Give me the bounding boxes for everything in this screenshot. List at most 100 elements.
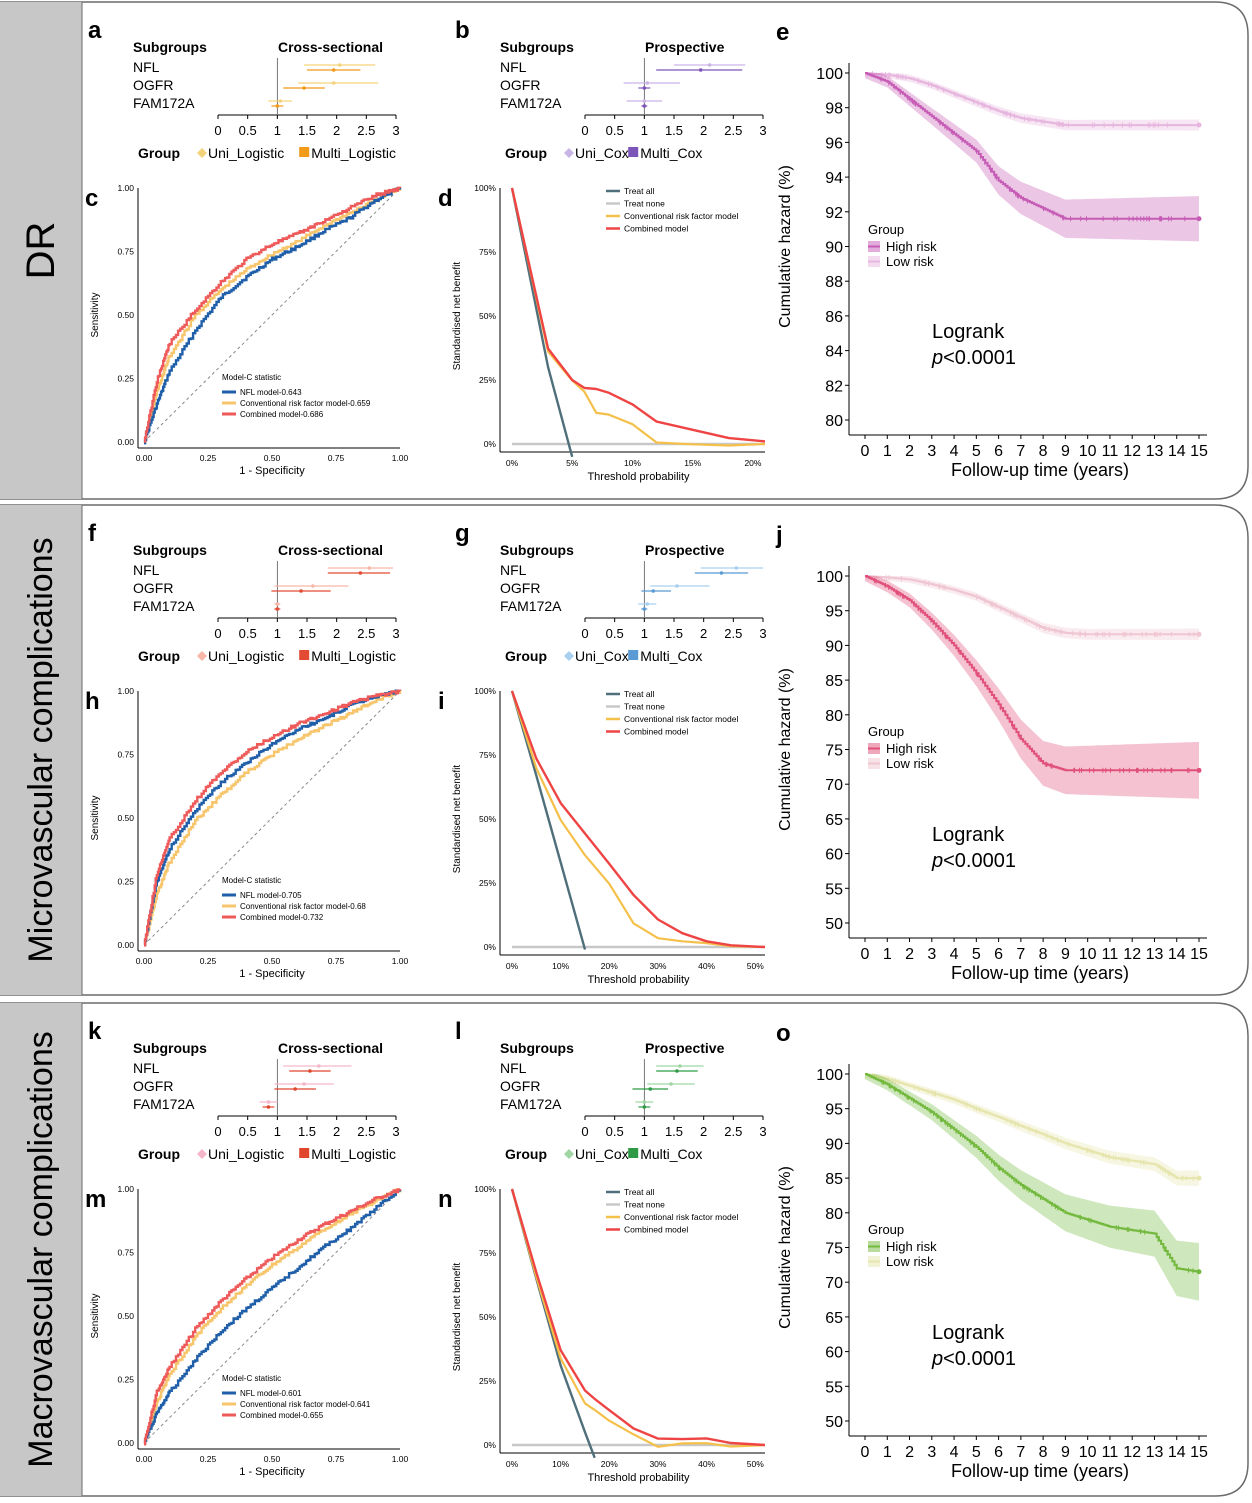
roc-curve bbox=[143, 186, 402, 443]
km-y-tick-label: 100 bbox=[816, 569, 843, 586]
forest-legend-uni-label: Uni_Cox bbox=[575, 1146, 629, 1162]
km-x-tick-label: 10 bbox=[1079, 946, 1097, 963]
forest-item-label: OGFR bbox=[133, 77, 173, 93]
roc-legend-label: Combined model-0.686 bbox=[240, 410, 324, 419]
roc-legend-label: Conventional risk factor model-0.659 bbox=[240, 399, 371, 408]
forest-x-tick-label: 2 bbox=[700, 123, 707, 138]
km-y-label: Cumulative hazard (%) bbox=[777, 668, 794, 831]
forest-x-tick-label: 1 bbox=[641, 1124, 648, 1139]
forest-x-tick-label: 0 bbox=[581, 626, 588, 641]
km-x-label: Follow-up time (years) bbox=[951, 963, 1129, 983]
roc-x-tick-label: 1.00 bbox=[392, 956, 409, 966]
km-y-tick-label: 50 bbox=[825, 916, 843, 933]
roc-x-tick-label: 0.75 bbox=[328, 956, 345, 966]
forest-plot: b Subgroups Prospective NFL OGFR FAM172A 0 0.5 1… bbox=[455, 17, 767, 161]
km-x-tick-label: 15 bbox=[1190, 1444, 1208, 1461]
dca-x-tick-label: 20% bbox=[601, 1459, 618, 1469]
forest-point bbox=[302, 86, 306, 90]
panel-letter: g bbox=[455, 520, 470, 547]
forest-subgroups-header: Subgroups bbox=[133, 542, 207, 558]
forest-item-label: OGFR bbox=[500, 77, 540, 93]
forest-point bbox=[642, 1100, 647, 1104]
roc-curve bbox=[143, 1189, 402, 1444]
dca-legend-label: Combined model bbox=[624, 727, 688, 737]
panel-letter: m bbox=[85, 1186, 106, 1213]
forest-plot: a Subgroups Cross-sectional NFL OGFR FAM172A 0… bbox=[88, 17, 400, 161]
panel-letter: c bbox=[85, 185, 98, 212]
forest-legend-multi-label: Multi_Cox bbox=[640, 1146, 702, 1162]
roc-x-tick-label: 0.00 bbox=[136, 453, 153, 463]
dca-y-label: Standardised net benefit bbox=[452, 262, 463, 371]
km-y-tick-label: 95 bbox=[825, 1102, 843, 1119]
roc-curve bbox=[143, 690, 402, 946]
km-end-point bbox=[1196, 216, 1202, 222]
forest-point bbox=[678, 1064, 682, 1068]
dca-x-tick-label: 20% bbox=[744, 458, 761, 468]
km-curve bbox=[865, 575, 1199, 636]
forest-point bbox=[308, 1069, 312, 1073]
dca-curve bbox=[510, 690, 766, 949]
forest-point bbox=[293, 1087, 297, 1091]
km-legend-title: Group bbox=[868, 724, 904, 739]
forest-item-label: FAM172A bbox=[133, 598, 195, 614]
forest-point bbox=[275, 602, 280, 606]
roc-curve bbox=[143, 1188, 402, 1445]
forest-point bbox=[675, 584, 679, 588]
row-0: DR a Subgroups Cross-sectional NFL OGFR FAM172… bbox=[0, 1, 1249, 500]
panel-letter: j bbox=[775, 522, 783, 549]
km-legend-title: Group bbox=[868, 222, 904, 237]
roc-y-tick-label: 0.00 bbox=[117, 437, 134, 447]
forest-legend-multi-icon bbox=[628, 650, 639, 660]
roc-chart: h 0.000.00 0.25 0.25 0.50 0.50 0.75 0.75 1.00 1.0… bbox=[85, 686, 409, 980]
panel-letter: k bbox=[88, 1018, 102, 1045]
km-confidence-band bbox=[865, 576, 1199, 641]
km-curve bbox=[865, 1073, 1200, 1273]
forest-legend-title: Group bbox=[138, 145, 180, 161]
roc-diagonal bbox=[143, 690, 401, 946]
forest-x-tick-label: 3 bbox=[759, 123, 766, 138]
roc-x-tick-label: 0.25 bbox=[200, 453, 217, 463]
forest-point bbox=[331, 81, 336, 85]
forest-x-tick-label: 0 bbox=[214, 123, 221, 138]
roc-legend-title: Model-C statistic bbox=[222, 876, 281, 885]
forest-point bbox=[275, 607, 280, 611]
km-x-tick-label: 13 bbox=[1146, 443, 1164, 460]
roc-legend-label: NFL model-0.705 bbox=[240, 891, 302, 900]
km-pvalue: p<0.0001 bbox=[931, 1348, 1016, 1370]
km-x-tick-label: 7 bbox=[1016, 1444, 1025, 1461]
km-x-tick-label: 0 bbox=[861, 443, 870, 460]
dca-y-tick-label: 0% bbox=[484, 942, 497, 952]
forest-plot: k Subgroups Cross-sectional NFL OGFR FAM172A 0… bbox=[88, 1018, 400, 1162]
km-legend-label: Low risk bbox=[886, 1254, 934, 1269]
forest-legend-uni-icon bbox=[197, 148, 207, 158]
forest-point bbox=[642, 104, 647, 108]
km-x-tick-label: 3 bbox=[927, 443, 936, 460]
forest-legend-multi-icon bbox=[299, 147, 310, 157]
dca-x-tick-label: 40% bbox=[698, 1459, 715, 1469]
dca-x-tick-label: 0% bbox=[506, 1459, 519, 1469]
km-x-tick-label: 15 bbox=[1190, 946, 1208, 963]
km-y-tick-label: 70 bbox=[825, 1275, 843, 1292]
forest-item-label: OGFR bbox=[133, 580, 173, 596]
forest-study-header: Cross-sectional bbox=[278, 1040, 383, 1056]
km-y-tick-label: 75 bbox=[825, 743, 843, 760]
dca-y-tick-label: 25% bbox=[479, 1376, 496, 1386]
forest-x-tick-label: 0.5 bbox=[239, 626, 257, 641]
km-x-tick-label: 1 bbox=[883, 1444, 892, 1461]
km-x-tick-label: 12 bbox=[1123, 443, 1141, 460]
forest-x-tick-label: 0 bbox=[214, 626, 221, 641]
forest-plot: l Subgroups Prospective NFL OGFR FAM172A 0 0.5 1… bbox=[455, 1018, 767, 1162]
forest-item-label: NFL bbox=[500, 1060, 527, 1076]
roc-x-label: 1 - Specificity bbox=[239, 968, 305, 980]
forest-x-tick-label: 1.5 bbox=[665, 626, 683, 641]
km-x-tick-label: 9 bbox=[1061, 1444, 1070, 1461]
km-x-tick-label: 14 bbox=[1168, 946, 1186, 963]
dca-y-tick-label: 50% bbox=[479, 1312, 496, 1322]
forest-legend-multi-icon bbox=[628, 147, 639, 157]
dca-x-label: Threshold probability bbox=[587, 1472, 690, 1484]
roc-y-tick-label: 0.00 bbox=[117, 940, 134, 950]
dca-y-tick-label: 100% bbox=[474, 686, 496, 696]
dca-x-tick-label: 0% bbox=[506, 458, 519, 468]
km-x-label: Follow-up time (years) bbox=[951, 460, 1129, 480]
